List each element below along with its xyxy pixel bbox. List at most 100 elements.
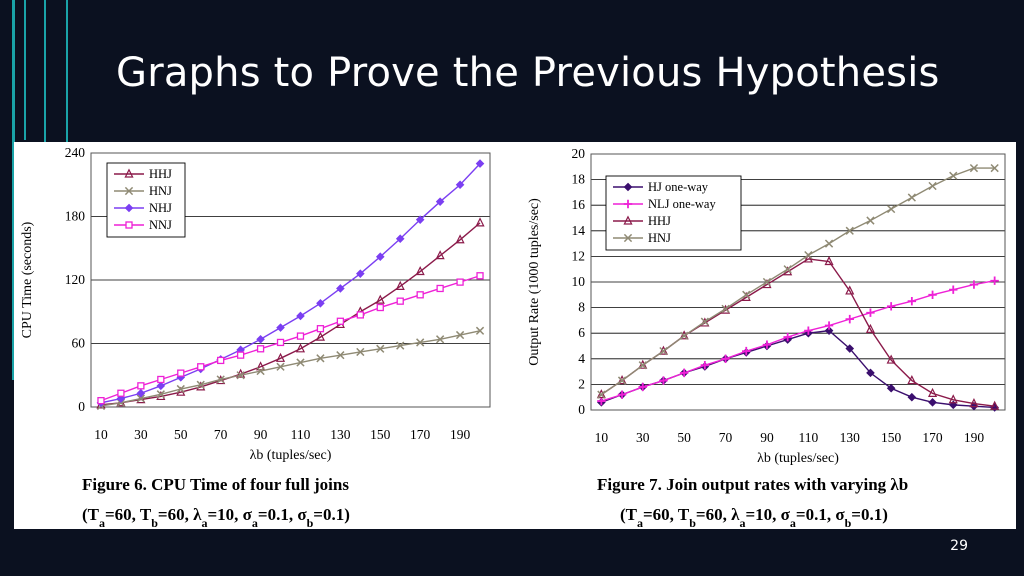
fig6-point-hnj-100 (276, 362, 285, 371)
fig6-legend-marker-nnj (125, 221, 133, 229)
fig7-x-tick-190: 190 (964, 430, 985, 445)
fig7-point-hnj-190 (969, 163, 979, 173)
fig7-point-hnj-20 (617, 376, 627, 385)
fig7-x-tick-90: 90 (760, 430, 774, 445)
fig6-x-tick-30: 30 (134, 427, 148, 442)
fig6-point-nnj-90 (256, 345, 265, 353)
fig7-point-hnj-120 (824, 239, 834, 248)
fig6-y-tick-240: 240 (65, 145, 86, 160)
fig7-legend-marker-hnj (623, 233, 633, 243)
fig7-series-line-nlj-one-way (601, 280, 995, 402)
fig7-point-hhj-200 (990, 400, 1000, 410)
fig6-point-hnj-130 (336, 351, 345, 360)
fig7-x-tick-50: 50 (677, 430, 691, 445)
fig7-point-nlj-one-way-130 (845, 314, 854, 324)
fig7-y-tick-16: 16 (572, 197, 586, 212)
fig6-point-nnj-30 (137, 382, 145, 390)
fig7-point-hnj-130 (845, 226, 854, 235)
figure-7-params: (Ta=60, Tb=60, λa=10, σa=0.1, σb=0.1) (620, 505, 888, 529)
fig6-point-nnj-20 (117, 389, 125, 397)
fig7-point-nlj-one-way-100 (783, 332, 792, 342)
fig6-point-hnj-40 (156, 390, 165, 399)
fig6-point-hnj-30 (136, 394, 146, 403)
fig6-point-hnj-70 (216, 375, 225, 384)
fig6-point-hnj-60 (196, 380, 205, 389)
fig7-x-axis-label: λb (tuples/sec) (757, 451, 839, 466)
fig6-legend-label-hnj: HNJ (149, 184, 172, 198)
fig6-point-hnj-110 (296, 358, 305, 367)
fig6-y-tick-180: 180 (65, 209, 86, 224)
fig7-point-nlj-one-way-50 (679, 368, 689, 378)
fig7-point-hhj-130 (845, 285, 855, 295)
fig7-y-tick-20: 20 (572, 146, 586, 161)
fig6-legend-marker-hnj (124, 186, 134, 196)
fig6-point-nhj-160 (395, 234, 405, 244)
fig7-point-nlj-one-way-170 (928, 290, 937, 299)
fig7-point-nlj-one-way-160 (907, 297, 917, 306)
fig7-point-hj-one-way-130 (845, 344, 855, 353)
fig6-y-tick-120: 120 (65, 272, 86, 287)
fig6-x-tick-50: 50 (174, 427, 188, 442)
fig7-point-hnj-40 (659, 346, 668, 356)
fig7-plot-frame (590, 153, 1006, 411)
fig7-point-hnj-170 (928, 181, 937, 191)
fig7-legend-label-hnj: HNJ (648, 231, 671, 245)
fig6-point-hhj-110 (295, 343, 306, 353)
fig6-point-nnj-50 (177, 369, 185, 377)
fig6-point-hnj-90 (256, 366, 265, 376)
fig6-point-nnj-190 (456, 278, 464, 286)
fig6-x-tick-190: 190 (450, 427, 471, 442)
fig6-y-tick-60: 60 (72, 336, 86, 351)
fig7-point-nlj-one-way-70 (721, 354, 730, 363)
fig6-point-hnj-150 (376, 344, 385, 353)
fig7-point-hnj-200 (990, 163, 999, 173)
fig6-x-tick-150: 150 (370, 427, 391, 442)
fig6-point-nnj-110 (296, 332, 305, 340)
fig7-y-tick-2: 2 (578, 376, 585, 391)
fig7-y-tick-6: 6 (578, 325, 585, 340)
fig6-point-hnj-180 (435, 335, 445, 344)
fig6-point-nnj-180 (436, 284, 444, 293)
fig7-point-hnj-60 (700, 317, 709, 326)
fig7-point-hhj-190 (969, 398, 979, 408)
fig7-point-hhj-120 (824, 255, 834, 266)
fig6-point-hhj-170 (415, 265, 425, 276)
fig7-point-nlj-one-way-40 (659, 376, 668, 385)
fig7-point-nlj-one-way-110 (804, 326, 813, 335)
fig7-point-hj-one-way-160 (907, 392, 917, 402)
fig6-point-nhj-100 (276, 323, 285, 332)
fig7-point-nlj-one-way-180 (949, 285, 958, 294)
fig7-point-hnj-150 (887, 204, 896, 214)
fig7-y-tick-18: 18 (572, 172, 586, 187)
fig6-point-hhj-120 (315, 331, 325, 341)
fig7-legend-marker-hhj (623, 215, 633, 225)
fig6-point-hnj-120 (316, 354, 325, 363)
fig6-y-tick-0: 0 (78, 399, 85, 414)
fig7-point-hj-one-way-170 (928, 398, 937, 407)
fig7-point-hnj-70 (721, 304, 730, 314)
fig7-point-nlj-one-way-150 (886, 302, 896, 311)
figure-6-params: (Ta=60, Tb=60, λa=10, σa=0.1, σb=0.1) (82, 505, 350, 529)
fig6-point-nhj-150 (375, 252, 385, 262)
fig6-plot-frame (90, 152, 491, 408)
fig7-point-nlj-one-way-120 (824, 321, 834, 330)
fig7-point-hnj-30 (638, 361, 647, 370)
fig6-x-tick-110: 110 (291, 427, 311, 442)
fig6-x-tick-90: 90 (254, 427, 268, 442)
fig6-legend-label-nhj: NHJ (149, 201, 172, 215)
fig7-legend-label-nlj-one-way: NLJ one-way (648, 197, 716, 211)
fig6-point-nhj-170 (415, 215, 425, 224)
figure-panel: 0 60 120 180 240 10 30 50 70 90 110 130 150 170 190 λb … (14, 142, 1016, 530)
fig6-point-nnj-200 (476, 272, 484, 280)
fig6-point-nnj-100 (276, 338, 285, 347)
slide-number: 29 (950, 538, 968, 554)
fig6-x-tick-130: 130 (330, 427, 351, 442)
fig7-y-tick-14: 14 (572, 223, 586, 238)
fig6-point-nnj-130 (336, 317, 345, 325)
fig7-point-nlj-one-way-20 (617, 390, 627, 399)
fig7-point-hnj-90 (762, 277, 772, 287)
fig7-y-tick-10: 10 (572, 274, 586, 289)
fig6-point-nnj-80 (236, 351, 245, 359)
fig7-y-tick-8: 8 (578, 300, 585, 315)
fig6-point-hhj-100 (275, 352, 286, 362)
